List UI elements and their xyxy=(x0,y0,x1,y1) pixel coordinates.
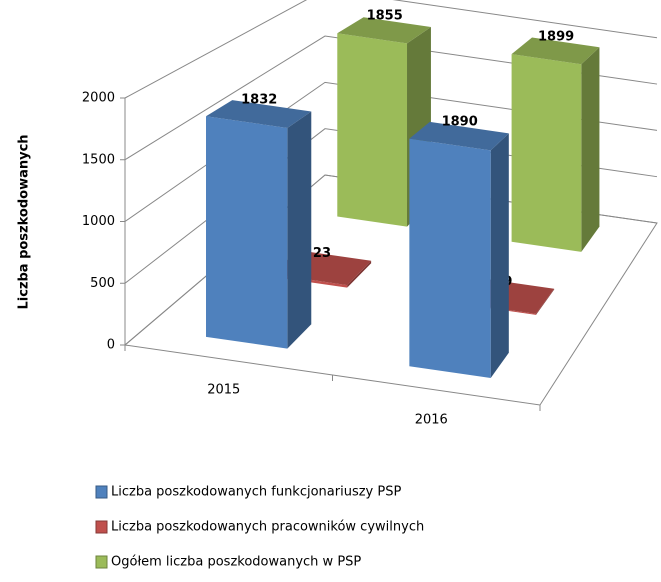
legend-swatch xyxy=(95,555,108,569)
bar-side xyxy=(536,288,555,315)
bar-front xyxy=(511,54,582,252)
bar-side xyxy=(581,47,600,252)
legend-swatch xyxy=(95,520,108,534)
data-label: 1899 xyxy=(538,29,574,44)
y-tick-label: 2000 xyxy=(82,91,115,106)
data-label: 23 xyxy=(313,246,331,261)
grid-line xyxy=(124,0,658,99)
bar xyxy=(511,37,600,252)
bar-side xyxy=(490,133,509,378)
bar xyxy=(409,121,509,378)
bar-front xyxy=(337,33,408,227)
legend-swatch xyxy=(95,485,108,499)
data-label: 1855 xyxy=(367,9,403,24)
bar-front xyxy=(206,116,288,349)
y-tick-label: 1500 xyxy=(82,152,115,167)
bar-front xyxy=(409,138,491,378)
y-tick-label: 0 xyxy=(107,338,115,353)
bar-top xyxy=(511,37,600,65)
y-axis-label: Liczba poszkodowanych xyxy=(17,134,32,309)
legend-label: Ogółem liczba poszkodowanych w PSP xyxy=(111,555,361,570)
y-tick-label: 500 xyxy=(90,276,115,291)
legend-label: Liczba poszkodowanych funkcjonariuszy PS… xyxy=(111,485,401,500)
bar-side xyxy=(347,260,372,288)
bar-top xyxy=(409,121,509,151)
y-tick-label: 1000 xyxy=(82,214,115,229)
data-label: 1890 xyxy=(442,115,478,130)
legend-label: Liczba poszkodowanych pracowników cywiln… xyxy=(111,520,424,535)
bar xyxy=(206,100,312,349)
x-tick-label: 2015 xyxy=(207,383,240,398)
bar-side xyxy=(287,111,312,349)
bar-top xyxy=(337,17,431,44)
bar-top xyxy=(206,100,312,128)
x-tick-label: 2016 xyxy=(415,413,448,428)
data-label: 1832 xyxy=(241,92,277,107)
